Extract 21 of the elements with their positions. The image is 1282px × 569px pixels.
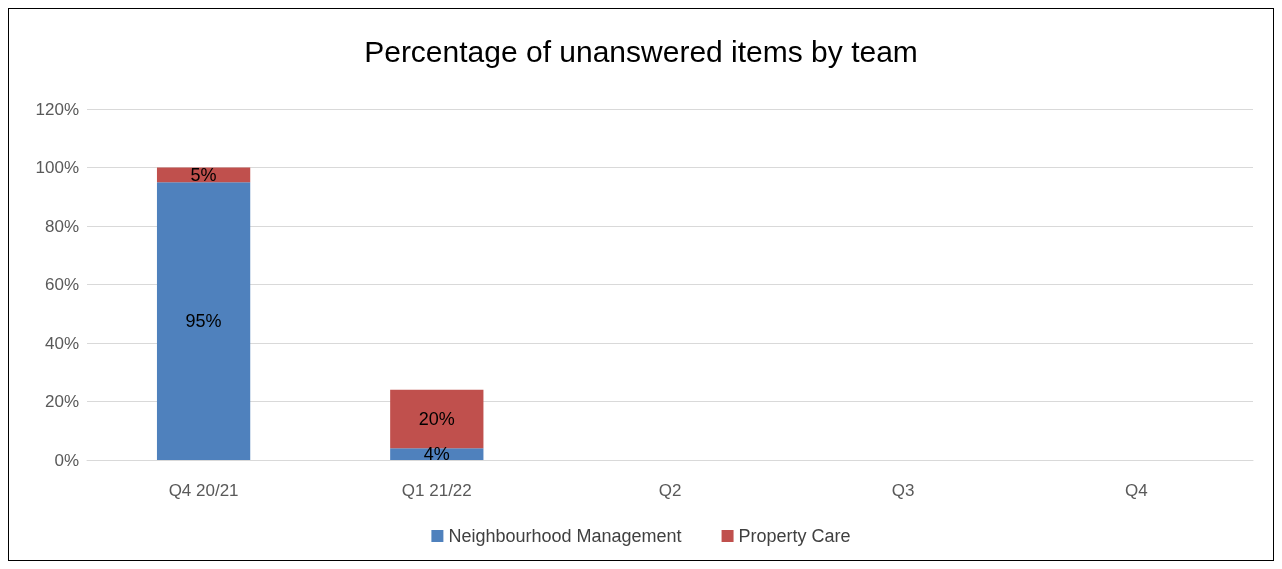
chart-title: Percentage of unanswered items by team: [364, 34, 918, 68]
data-label: 5%: [190, 164, 217, 185]
legend-label: Neighbourhood Management: [448, 526, 682, 546]
bar: [156, 182, 251, 460]
y-tick-label: 60%: [44, 275, 79, 294]
y-tick-label: 80%: [44, 216, 79, 236]
y-tick-label: 20%: [44, 392, 79, 411]
data-label: 4%: [423, 444, 450, 465]
data-label: 95%: [185, 311, 222, 332]
y-tick-label: 40%: [44, 333, 79, 353]
x-tick-label: Q4: [1125, 481, 1148, 500]
x-tick-label: Q3: [891, 481, 915, 500]
y-tick-label: 120%: [35, 99, 79, 119]
bar: [390, 389, 484, 449]
x-tick-label: Q1 21/22: [401, 481, 472, 500]
x-tick-label: Q4 20/21: [168, 481, 239, 500]
y-tick-label: 0%: [54, 450, 79, 470]
x-tick-label: Q2: [658, 481, 682, 500]
y-tick-label: 100%: [35, 158, 79, 177]
legend-label: Property Care: [738, 526, 851, 546]
data-label: 20%: [418, 409, 455, 430]
